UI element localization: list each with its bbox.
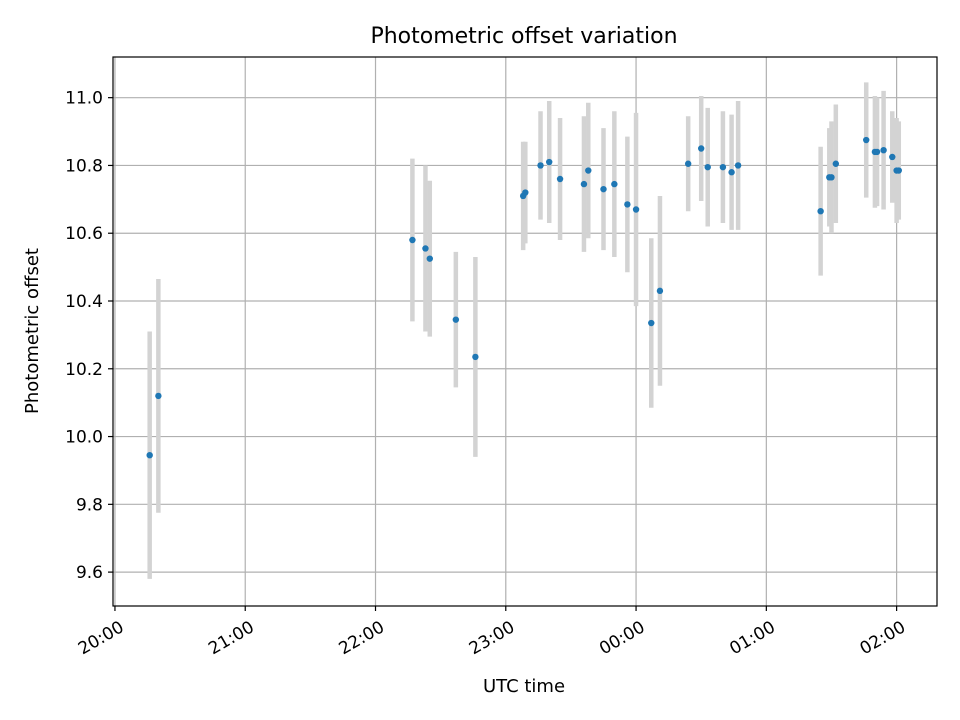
data-point [624, 201, 631, 208]
x-tick-label: 20:00 [75, 617, 127, 659]
data-point [585, 167, 592, 174]
data-point [546, 158, 553, 166]
data-point [873, 148, 881, 156]
data-point [828, 174, 835, 181]
x-tick-label: 21:00 [205, 617, 257, 659]
x-axis-label: UTC time [483, 676, 565, 697]
y-axis-label: Photometric offset [22, 248, 43, 414]
data-point [426, 255, 433, 262]
data-point [832, 160, 840, 167]
data-point [704, 163, 711, 171]
x-axis-ticks: 20:00 21:00 22:00 23:00 00:00 01:00 02:00 [75, 606, 909, 659]
x-tick-label: 23:00 [466, 617, 518, 659]
data-point [422, 245, 429, 252]
y-tick-label: 10.0 [65, 428, 103, 448]
y-axis-ticks: 9.6 9.8 10.0 10.2 10.4 10.6 10.8 11.0 [65, 89, 113, 583]
x-tick-label: 01:00 [726, 617, 778, 659]
data-point [155, 392, 162, 400]
y-tick-label: 10.8 [65, 156, 103, 176]
data-point [880, 146, 887, 154]
y-tick-label: 11.0 [65, 89, 103, 109]
data-point [452, 316, 460, 323]
data-point [580, 180, 588, 188]
x-tick-label: 00:00 [596, 617, 648, 659]
y-tick-label: 10.4 [65, 292, 103, 312]
data-point [895, 167, 902, 174]
grid [113, 57, 937, 606]
data-point [409, 236, 416, 244]
data-point [611, 180, 618, 188]
plot-frame [112, 56, 938, 607]
y-tick-label: 10.2 [65, 360, 103, 380]
data-point [719, 163, 727, 171]
data-point [863, 136, 870, 144]
data-point [889, 153, 896, 161]
data-point [146, 451, 153, 459]
data-point [656, 287, 664, 295]
data-point [684, 160, 692, 167]
data-point [734, 162, 742, 169]
data-point [600, 185, 607, 193]
data-point [648, 319, 655, 327]
y-tick-label: 9.6 [76, 563, 103, 583]
data-point [817, 207, 824, 215]
y-tick-label: 10.6 [65, 224, 103, 244]
x-tick-label: 22:00 [336, 617, 388, 659]
data-point [728, 169, 735, 176]
chart-title: Photometric offset variation [370, 24, 677, 49]
data-point [537, 162, 544, 169]
x-tick-label: 02:00 [857, 617, 909, 659]
data-point [697, 145, 705, 152]
data-point [556, 175, 564, 183]
data-points [146, 136, 902, 459]
data-point [522, 189, 529, 196]
y-tick-label: 9.8 [76, 495, 103, 515]
data-point [632, 206, 640, 213]
data-point [472, 353, 479, 361]
